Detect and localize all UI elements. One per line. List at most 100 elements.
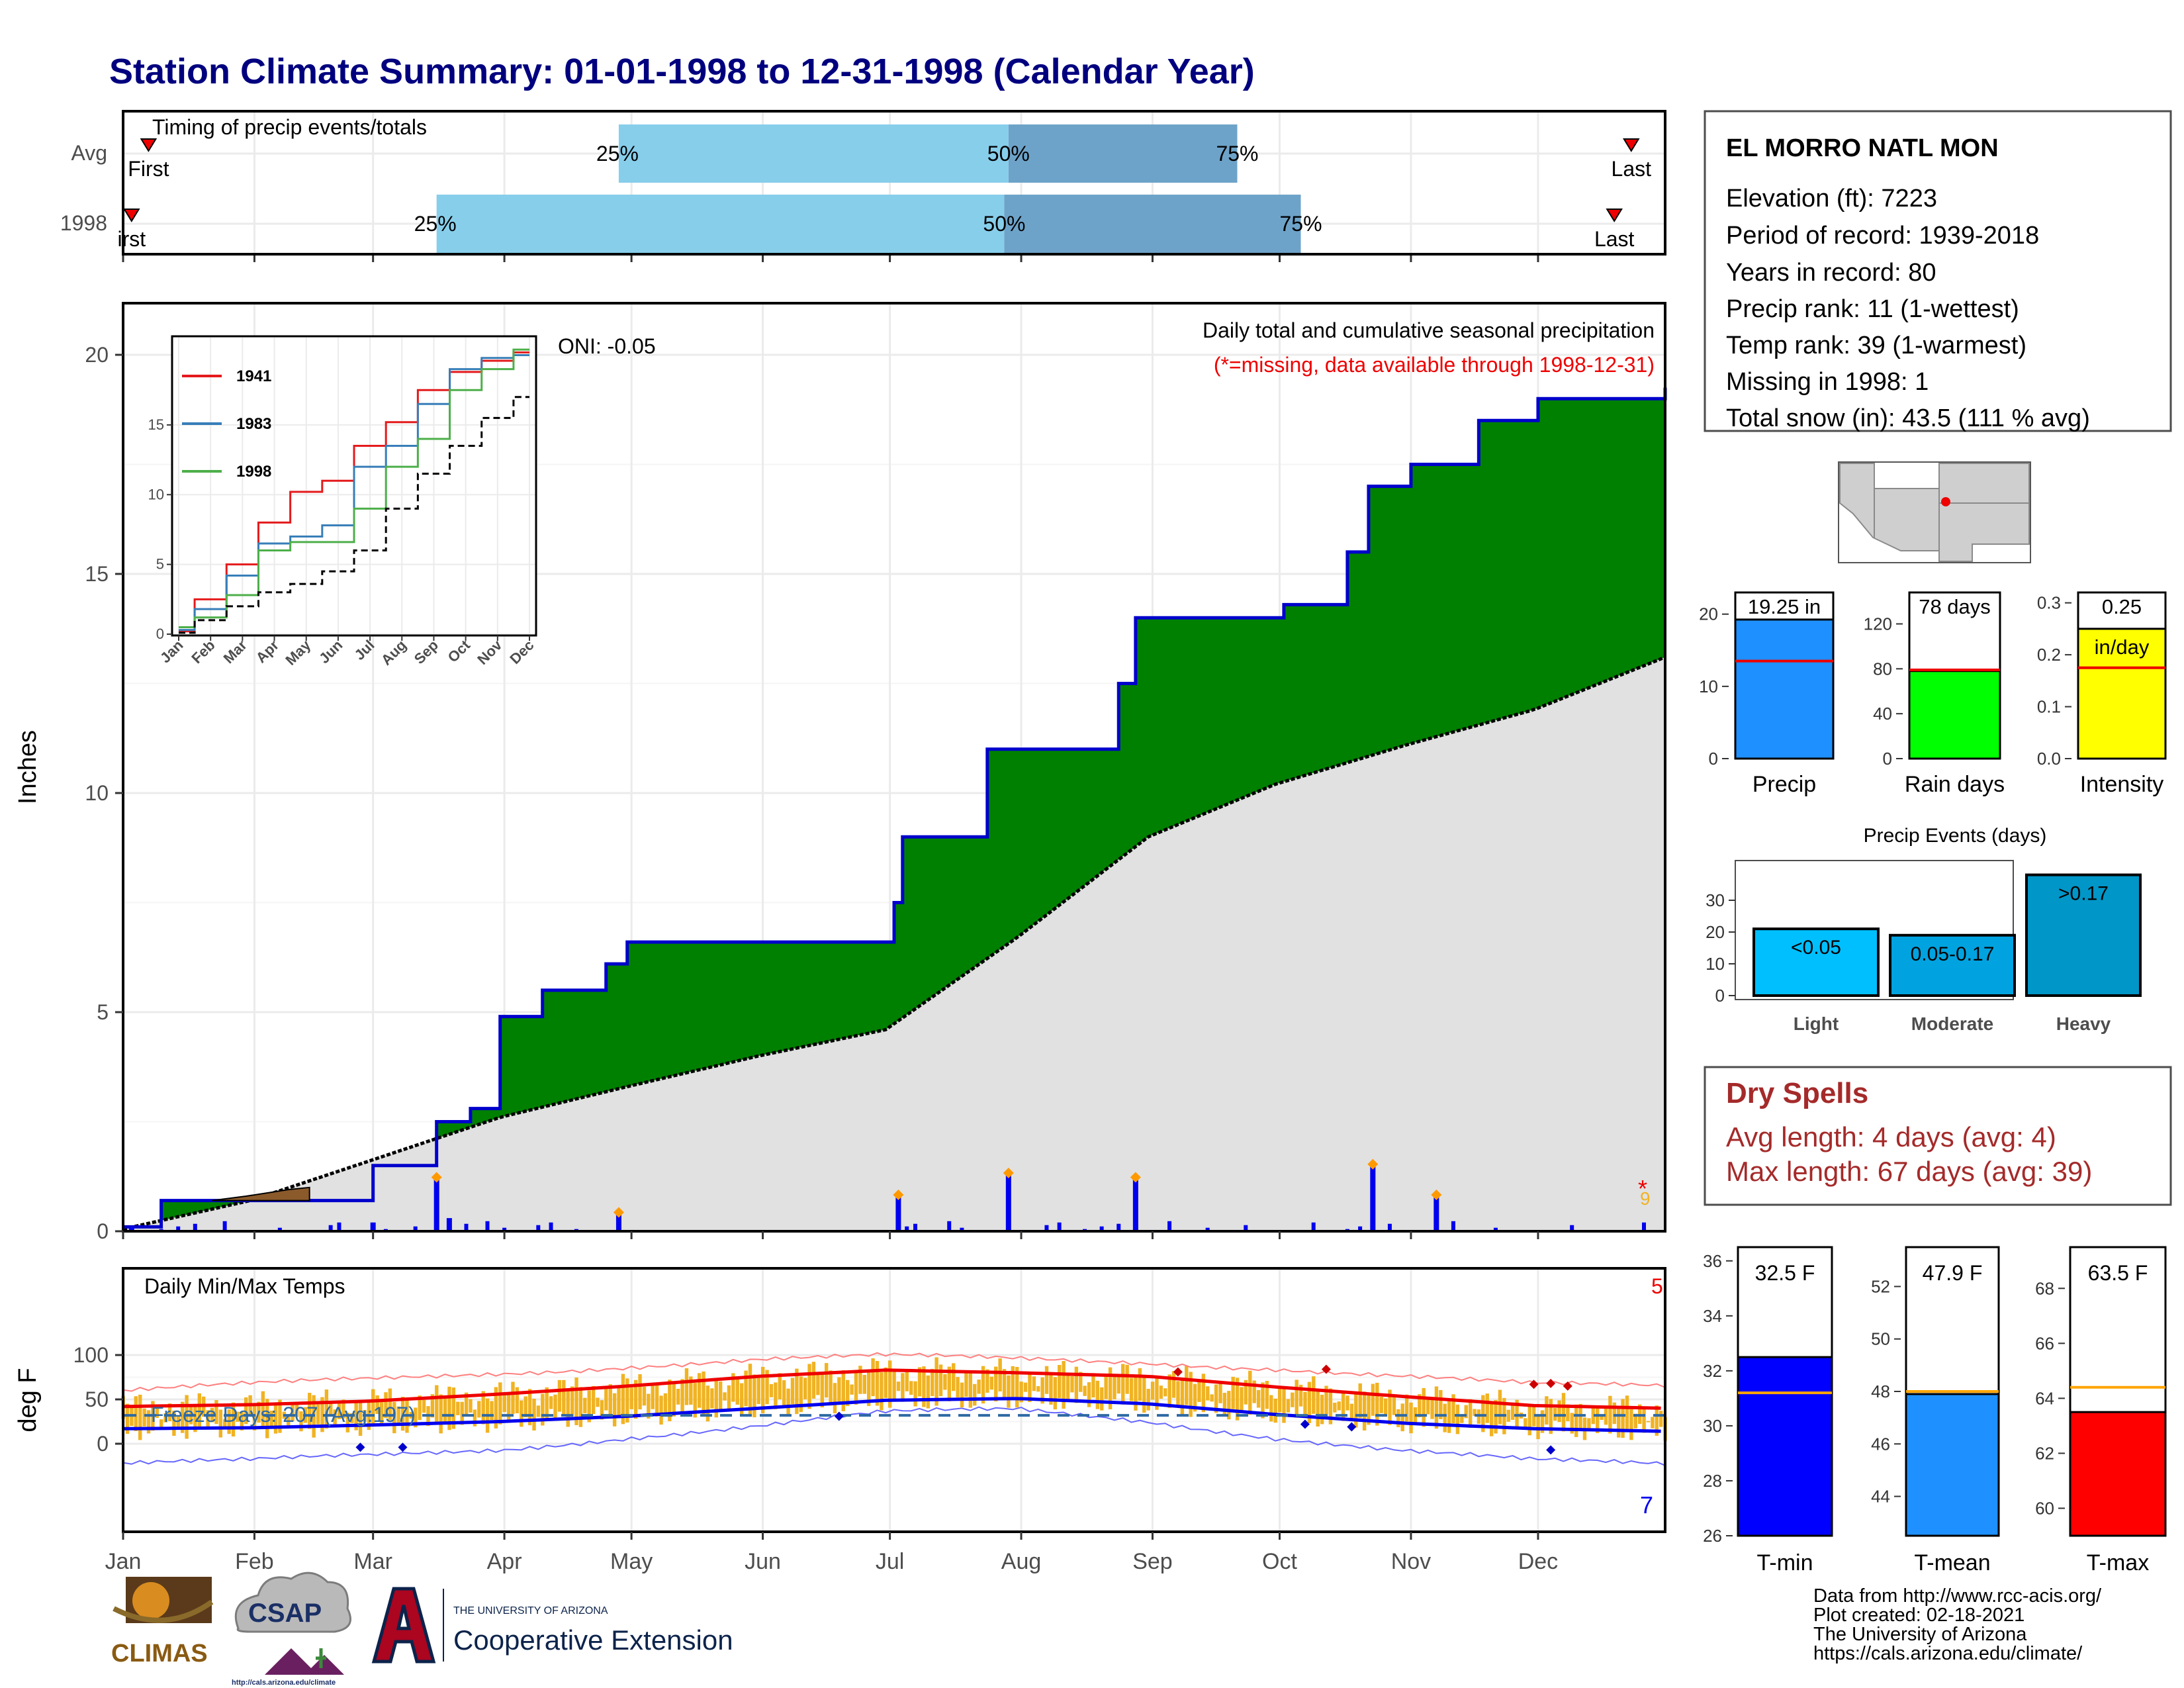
precip-panel-frame: [122, 302, 1666, 1233]
daily-temp-bar: [523, 1396, 527, 1418]
daily-temp-bar: [1489, 1403, 1494, 1436]
timing-panel: 25% 50% 75% First Last 25% 50% 75% irst Last Timi…: [60, 110, 1666, 262]
summary-label: Precip: [1752, 772, 1816, 797]
daily-temp-bar: [515, 1387, 520, 1413]
locator-map: [1838, 461, 2031, 563]
daily-temp-bar: [1002, 1369, 1007, 1401]
daily-temp-bar: [790, 1378, 795, 1405]
daily-temp-bar: [1125, 1364, 1129, 1394]
daily-temp-bar: [684, 1368, 689, 1405]
record-max-marker: [1546, 1378, 1556, 1388]
month-label: Jun: [745, 1549, 781, 1574]
daily-precip-marker: [1003, 1167, 1014, 1178]
precip-y-tick-label: 10: [85, 781, 109, 805]
timing-q25-label: 25%: [596, 142, 639, 165]
daily-temp-bar: [396, 1406, 400, 1423]
daily-precip-bar: [960, 1227, 964, 1231]
temp-summary-y-tick-label: 48: [1871, 1382, 1890, 1401]
summary-label: Rain days: [1905, 772, 2005, 797]
daily-temp-bar: [1409, 1402, 1413, 1434]
daily-temp-bar: [651, 1384, 655, 1409]
daily-precip-marker: [893, 1190, 904, 1201]
dry-spells-title: Dry Spells: [1726, 1077, 1868, 1109]
daily-precip-bar: [222, 1221, 227, 1231]
summary-y-tick-label: 0: [1709, 749, 1718, 769]
footer-url: https://cals.arizona.edu/climate/: [1813, 1643, 2083, 1664]
daily-temp-bar: [549, 1396, 553, 1409]
daily-temp-bar: [829, 1370, 833, 1406]
daily-precip-bar: [1493, 1227, 1498, 1231]
daily-temp-bar: [414, 1407, 418, 1428]
daily-precip-bar: [895, 1196, 901, 1231]
precip-y-tick-label: 15: [85, 562, 109, 586]
average-precip-line: [122, 655, 1666, 1231]
daily-temp-bar: [1032, 1376, 1036, 1391]
daily-temp-bar: [833, 1383, 837, 1413]
daily-temp-bar: [185, 1395, 189, 1439]
temp-summary-y-tick-label: 44: [1871, 1487, 1890, 1507]
daily-temp-bar: [214, 1400, 218, 1425]
daily-temp-bar: [1222, 1393, 1227, 1415]
daily-temp-bar: [1633, 1413, 1637, 1429]
daily-temp-bar: [1333, 1403, 1337, 1413]
event-bar-text: 0.05-0.17: [1911, 943, 1995, 965]
daily-temp-bar: [392, 1401, 396, 1434]
temp-summary-y-tick-label: 30: [1703, 1416, 1722, 1436]
daily-temp-bar: [333, 1409, 337, 1427]
temp-summary-y-tick-label: 52: [1871, 1276, 1890, 1296]
daily-temp-bar: [1197, 1379, 1201, 1402]
daily-temp-bar: [1629, 1409, 1633, 1440]
temp-summary-y-tick-label: 26: [1703, 1526, 1722, 1546]
daily-temp-bar: [1189, 1372, 1193, 1417]
daily-temp-bar: [159, 1419, 163, 1429]
daily-temp-bar: [960, 1382, 964, 1408]
map-borders: [1874, 489, 2029, 551]
daily-temp-bar: [236, 1411, 240, 1422]
daily-temp-bar: [1121, 1364, 1125, 1405]
csap-cactus-icon: [316, 1648, 326, 1668]
daily-precip-bar: [502, 1227, 507, 1231]
timing-last-marker: [1606, 209, 1623, 222]
record-max-marker: [1529, 1380, 1539, 1389]
daily-temp-bar: [769, 1383, 774, 1397]
event-label: Moderate: [1911, 1013, 1993, 1034]
month-label: Mar: [353, 1549, 392, 1574]
record-max-marker: [1173, 1367, 1183, 1377]
inset-series-line: [179, 348, 529, 628]
daily-temp-bar: [1324, 1385, 1328, 1415]
climas-swoosh-icon: [113, 1599, 214, 1623]
footer-data-source: Data from http://www.rcc-acis.org/: [1813, 1585, 2102, 1607]
daily-temp-bar: [1430, 1398, 1434, 1419]
daily-temp-bar: [163, 1413, 167, 1423]
daily-temp-bar: [1600, 1416, 1604, 1420]
daily-temp-bar: [892, 1372, 896, 1401]
daily-temp-bar: [511, 1382, 515, 1414]
timing-last-label: Last: [1594, 227, 1635, 251]
daily-temp-bar: [731, 1373, 735, 1402]
timing-q50-label: 50%: [987, 142, 1030, 165]
daily-precip-marker: [1130, 1172, 1141, 1183]
daily-temp-bar: [931, 1368, 934, 1397]
avg-max-line: [122, 1368, 1661, 1410]
daily-temp-bar: [909, 1381, 913, 1395]
daily-temp-bar: [1040, 1377, 1044, 1404]
daily-temp-bar: [435, 1385, 439, 1423]
temp-summary-value: 63.5 F: [2088, 1261, 2148, 1285]
daily-temp-bar: [172, 1410, 176, 1436]
summary-y-tick-label: 10: [1699, 677, 1718, 696]
daily-temp-bar: [866, 1372, 871, 1407]
daily-temp-bar: [1545, 1396, 1549, 1425]
daily-precip-bar: [615, 1213, 621, 1231]
daily-temp-bar: [388, 1388, 392, 1421]
daily-temp-bar: [981, 1366, 985, 1404]
daily-temp-bar: [985, 1369, 989, 1393]
daily-temp-bar: [807, 1364, 811, 1409]
daily-temp-bar: [1460, 1414, 1464, 1423]
daily-temp-bar: [1608, 1395, 1612, 1434]
precip-y-tick-label: 0: [97, 1219, 109, 1243]
daily-temp-bar: [562, 1380, 566, 1415]
daily-temp-bar: [689, 1376, 693, 1405]
temp-ylabel: deg F: [14, 1368, 42, 1432]
daily-temp-bar: [295, 1401, 299, 1417]
